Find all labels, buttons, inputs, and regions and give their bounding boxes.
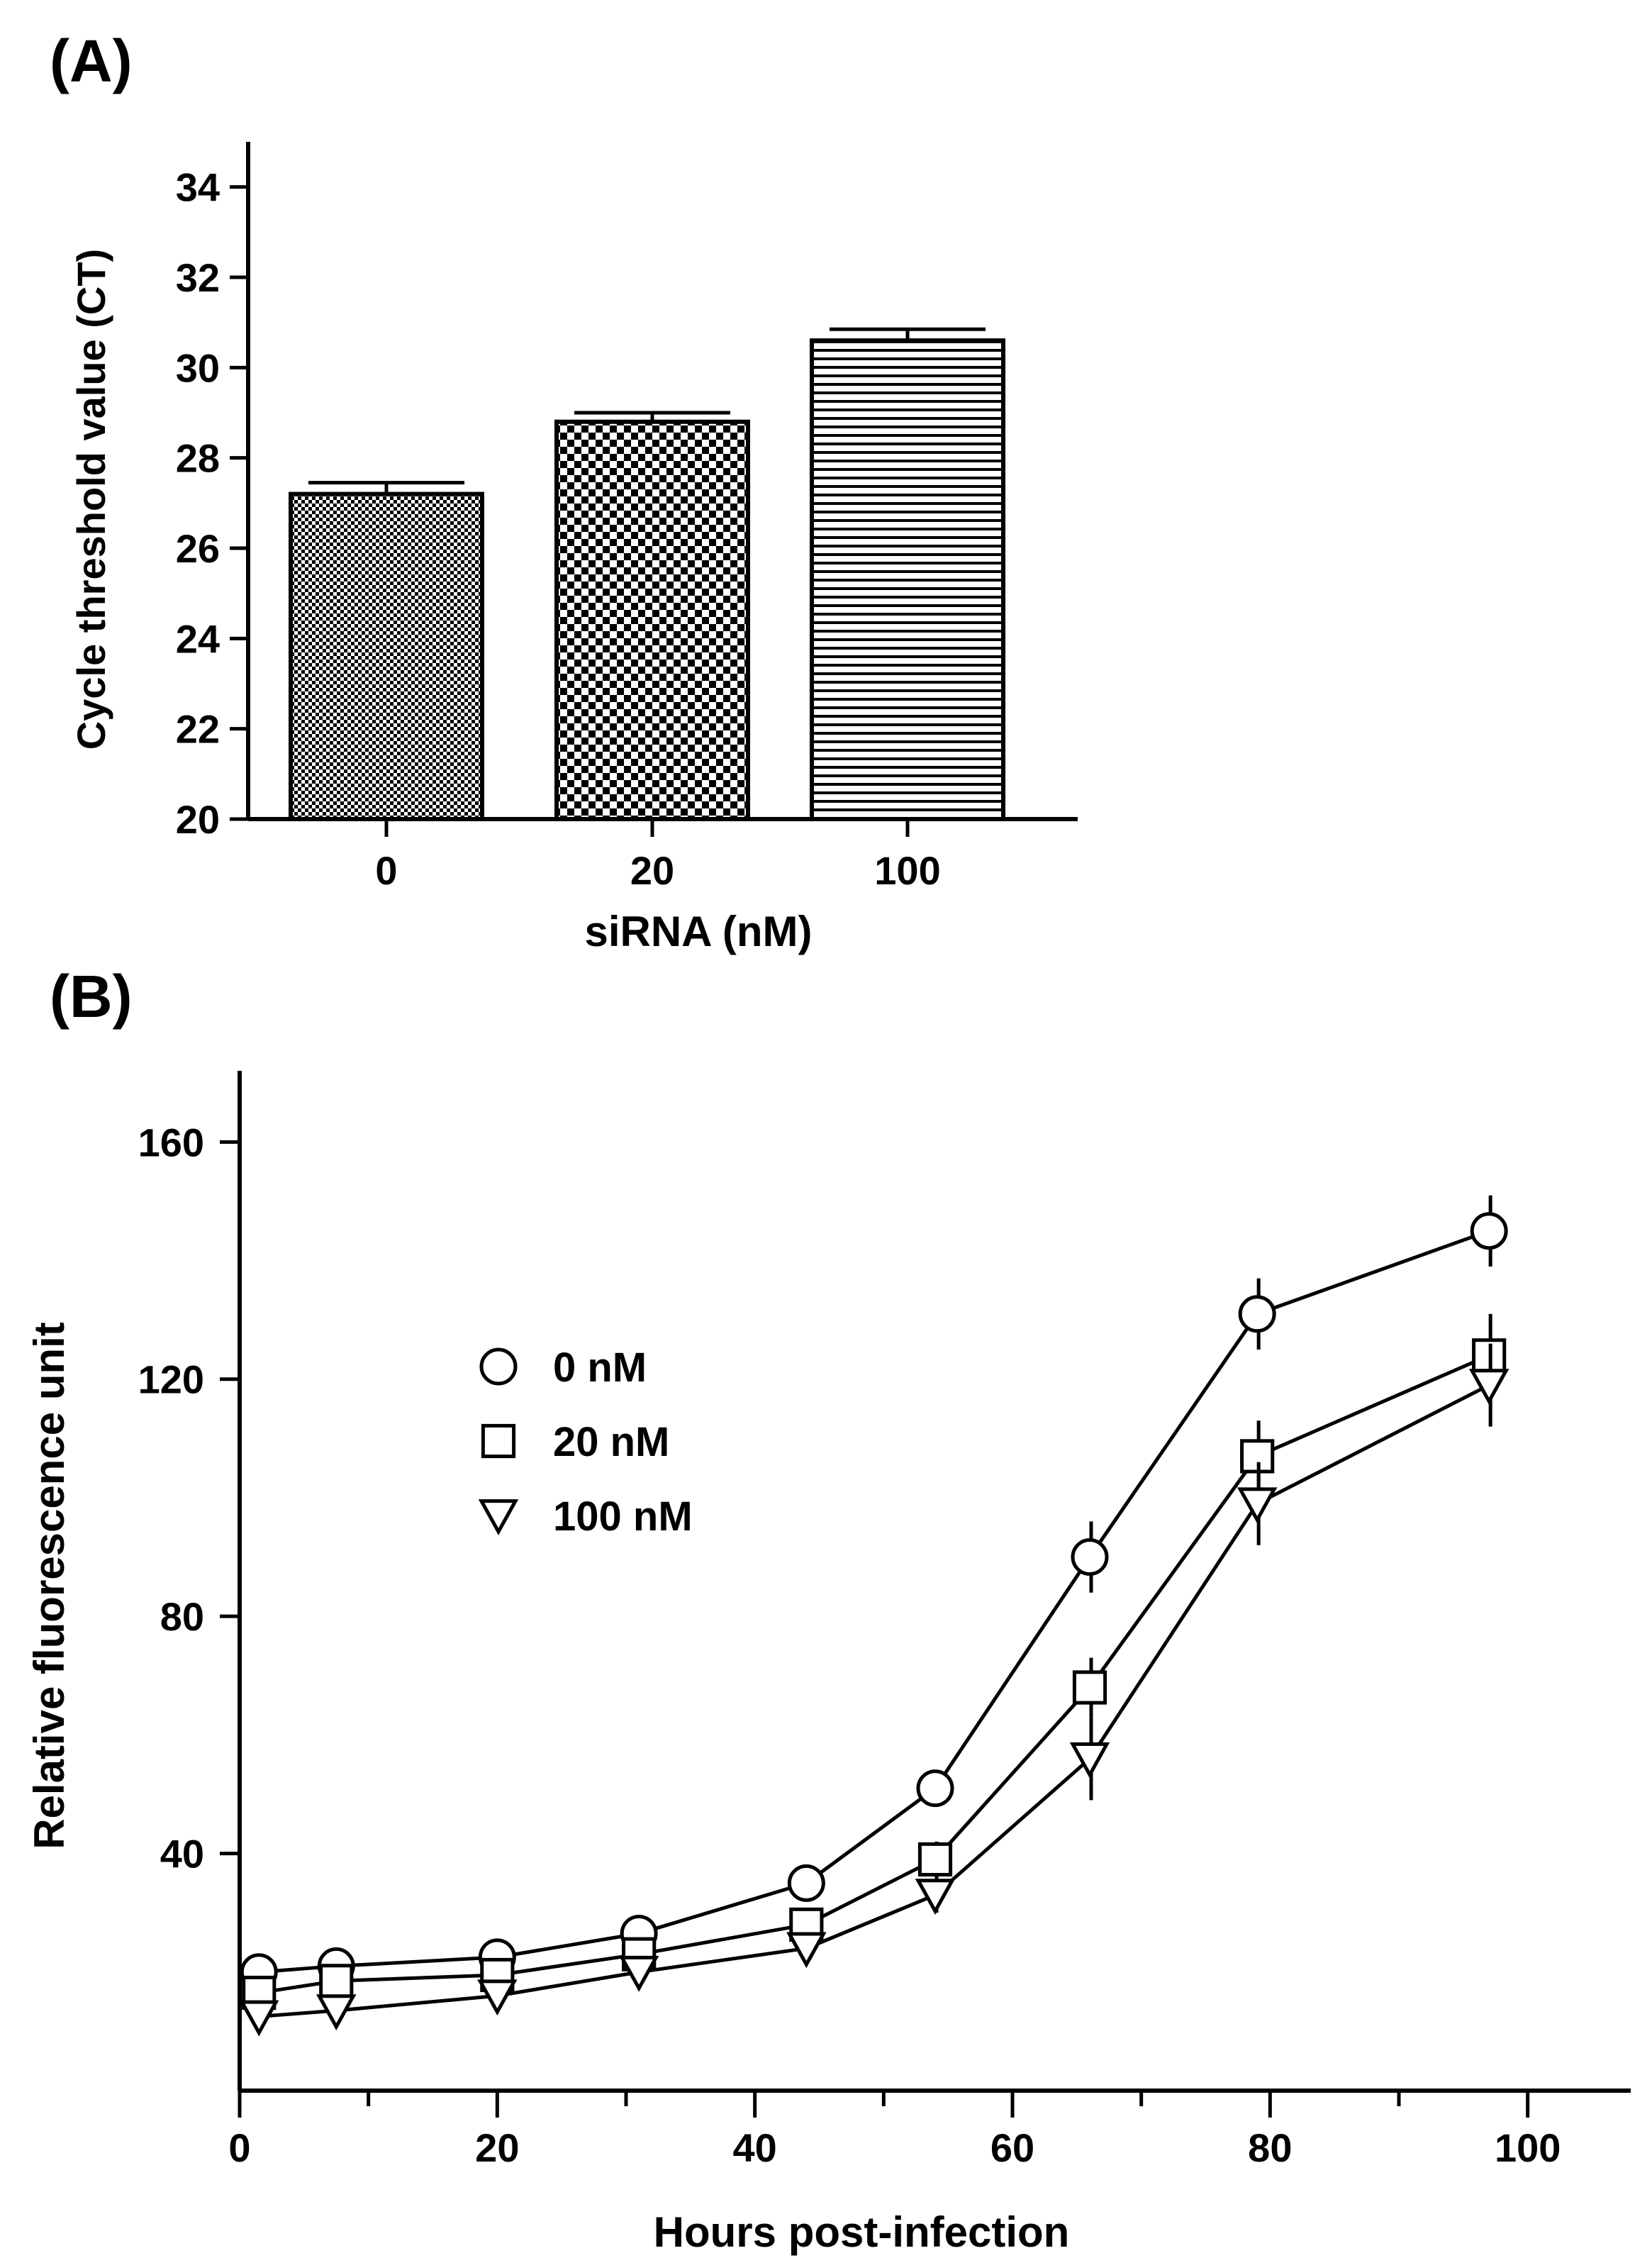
panel-a-y-tick-label: 30 (176, 345, 220, 390)
panel-b-data-point (917, 1842, 953, 1877)
panel-b-legend-label: 20 nM (553, 1419, 669, 1465)
panel-b-y-tick-label: 40 (160, 1832, 204, 1876)
panel-b-data-point (915, 1879, 956, 1915)
panel-b-series-line (259, 1383, 1490, 2018)
panel-b-series-line (259, 1229, 1490, 1974)
panel-a-y-tick-label: 22 (176, 707, 220, 752)
panel-a-label: (A) (50, 28, 133, 94)
panel-b-data-point (1237, 1487, 1278, 1524)
panel-a-y-tick-label: 32 (176, 255, 220, 300)
panel-b-data-point (618, 1955, 659, 1992)
panel-b-data-point (316, 1994, 357, 2031)
panel-a-x-tick-label: 100 (874, 848, 940, 893)
panel-b-series-line (258, 1354, 1490, 1995)
panel-b-x-tick-label: 0 (228, 2125, 250, 2170)
panel-b-y-tick-label: 160 (138, 1120, 204, 1164)
panel-b-x-axis-title: Hours post-infection (654, 2208, 1070, 2256)
panel-b-data-point (1069, 1742, 1110, 1779)
panel-b-data-point (1468, 1369, 1509, 1406)
panel-a-bar (554, 419, 750, 821)
panel-b-data-point (1238, 1295, 1276, 1333)
panel-b-data-point (916, 1769, 954, 1808)
panel-b-data-point (319, 1964, 354, 1998)
panel-b-legend-marker (478, 1499, 519, 1535)
panel-b-legend: 0 nM 20 nM 100 nM (478, 1345, 693, 1540)
panel-b-x-tick-label: 20 (475, 2125, 519, 2170)
panel-a-y-tick-label: 28 (176, 436, 220, 481)
panel-a-x-tick-label: 20 (630, 848, 674, 893)
panel-b-y-tick-label: 120 (138, 1357, 204, 1402)
panel-a-y-tick-label: 26 (176, 526, 220, 571)
panel-b-data-point (787, 1864, 825, 1902)
panel-a-bar (289, 491, 484, 821)
panel-b-data-point (786, 1932, 827, 1969)
panel-b-data-point (239, 2000, 279, 2037)
panel-b-data-point (1072, 1670, 1107, 1705)
panel-a-y-tick-label: 20 (176, 797, 220, 842)
panel-b-y-tick-label: 80 (160, 1594, 204, 1639)
panel-b-plot-area: 40 80 120 160 0 20 40 60 80 100 (138, 1071, 1631, 2170)
panel-b-y-axis-title: Relative fluorescence unit (26, 1322, 73, 1850)
panel-b-label: (B) (50, 963, 133, 1030)
panel-b-legend-marker (481, 1423, 516, 1459)
panel-b-x-tick-label: 40 (733, 2125, 777, 2170)
panel-b-legend-label: 100 nM (553, 1494, 693, 1540)
panel-a-y-axis-title: Cycle threshold value (CT) (69, 249, 113, 750)
panel-a-bar (810, 338, 1005, 821)
panel-a-y-tick-label: 34 (176, 165, 220, 210)
panel-b-data-point (1470, 1212, 1508, 1250)
panel-b-legend-label: 0 nM (553, 1345, 647, 1391)
panel-b-x-tick-label: 80 (1248, 2125, 1292, 2170)
panel-b-x-tick-label: 60 (990, 2125, 1034, 2170)
panel-b-data-point (477, 1979, 518, 2016)
panel-a-y-tick-label: 24 (176, 616, 220, 661)
panel-b: (B) Relative fluorescence unit Hours pos… (26, 963, 1631, 2256)
panel-a-plot-area: 20 22 24 26 28 30 32 34 0 20 100 (176, 142, 1078, 893)
panel-a: (A) Cycle threshold value (CT) siRNA (nM… (50, 28, 1078, 955)
panel-b-x-tick-label: 100 (1495, 2125, 1561, 2170)
panel-a-x-tick-label: 0 (375, 848, 397, 893)
panel-b-data-point (1071, 1538, 1109, 1576)
panel-b-legend-marker (479, 1347, 518, 1386)
panel-a-x-axis-title: siRNA (nM) (584, 908, 812, 955)
